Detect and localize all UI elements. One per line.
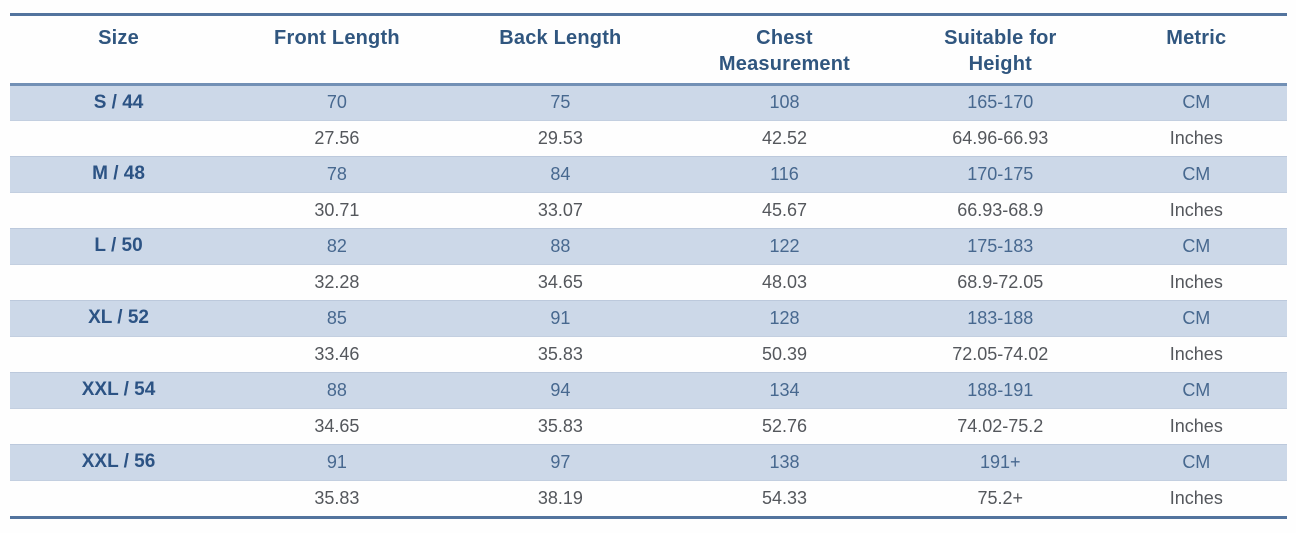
- height-cell: 64.96-66.93: [952, 127, 1049, 148]
- front-length-cell: 78: [227, 155, 447, 193]
- metric-cell: Inches: [1169, 127, 1223, 148]
- back-length-cell: 33.07: [537, 199, 583, 220]
- table-row: 30.71 33.07 45.67 66.93-68.9 Inches: [10, 192, 1287, 228]
- table-row: 34.65 35.83 52.76 74.02-75.2 Inches: [10, 408, 1287, 444]
- chest-cell: 48.03: [761, 271, 807, 292]
- chest-cell: 45.67: [761, 199, 807, 220]
- size-cell: [10, 192, 227, 228]
- size-chart-frame: Size Front Length Back Length Chest Measure…: [10, 13, 1287, 519]
- metric-cell: Inches: [1169, 199, 1223, 220]
- chest-cell: 50.39: [761, 343, 807, 364]
- column-header-0: Size: [98, 27, 139, 49]
- table-row: S / 44 70 75 108 165-170 CM: [10, 83, 1287, 121]
- back-length-cell: 94: [446, 371, 675, 409]
- table-row: XL / 52 85 91 128 183-188 CM: [10, 299, 1287, 337]
- size-cell: XXL / 56: [10, 443, 228, 481]
- front-length-cell: 82: [227, 227, 447, 265]
- front-length-cell: 88: [227, 371, 447, 409]
- size-cell: M / 48: [10, 155, 228, 193]
- height-cell: 72.05-74.02: [952, 343, 1049, 364]
- chest-cell: 52.76: [761, 415, 807, 436]
- metric-cell: Inches: [1169, 487, 1223, 508]
- table-row: 27.56 29.53 42.52 64.96-66.93 Inches: [10, 120, 1287, 156]
- back-length-cell: 35.83: [537, 343, 583, 364]
- column-header-3: Chest Measurement: [718, 27, 851, 75]
- metric-cell: CM: [1105, 155, 1287, 193]
- back-length-cell: 29.53: [537, 127, 583, 148]
- size-cell: S / 44: [10, 83, 228, 121]
- metric-cell: CM: [1105, 83, 1287, 121]
- header-row: Size Front Length Back Length Chest Measure…: [10, 16, 1287, 84]
- size-chart-table: Size Front Length Back Length Chest Measure…: [10, 16, 1287, 516]
- back-length-cell: 35.83: [537, 415, 583, 436]
- chest-cell: 138: [674, 443, 895, 481]
- back-length-cell: 38.19: [537, 487, 583, 508]
- back-length-cell: 34.65: [537, 271, 583, 292]
- height-cell: 183-188: [894, 299, 1106, 337]
- front-length-cell: 33.46: [314, 343, 360, 364]
- size-cell: XXL / 54: [10, 371, 228, 409]
- table-body: S / 44 70 75 108 165-170 CM 27.56 29.53 42.52 64.…: [10, 83, 1287, 516]
- size-cell: [10, 120, 227, 156]
- size-cell: L / 50: [10, 227, 228, 265]
- height-cell: 74.02-75.2: [957, 415, 1044, 436]
- metric-cell: Inches: [1169, 415, 1223, 436]
- chest-cell: 134: [674, 371, 895, 409]
- metric-cell: CM: [1105, 443, 1287, 481]
- chest-cell: 116: [674, 155, 895, 193]
- chest-cell: 54.33: [761, 487, 807, 508]
- chest-cell: 108: [674, 83, 895, 121]
- front-length-cell: 32.28: [314, 271, 360, 292]
- back-length-cell: 88: [446, 227, 675, 265]
- height-cell: 165-170: [894, 83, 1106, 121]
- table-row: 32.28 34.65 48.03 68.9-72.05 Inches: [10, 264, 1287, 300]
- height-cell: 66.93-68.9: [957, 199, 1044, 220]
- front-length-cell: 35.83: [314, 487, 360, 508]
- height-cell: 188-191: [894, 371, 1106, 409]
- size-cell: [10, 408, 227, 444]
- column-header-4: Suitable for Height: [944, 27, 1057, 75]
- height-cell: 170-175: [894, 155, 1106, 193]
- table-row: L / 50 82 88 122 175-183 CM: [10, 227, 1287, 265]
- column-header-5: Metric: [1166, 27, 1227, 49]
- size-cell: [10, 480, 227, 516]
- chest-cell: 42.52: [761, 127, 807, 148]
- front-length-cell: 27.56: [314, 127, 360, 148]
- metric-cell: CM: [1105, 371, 1287, 409]
- chest-cell: 128: [674, 299, 895, 337]
- metric-cell: CM: [1105, 227, 1287, 265]
- front-length-cell: 34.65: [314, 415, 360, 436]
- chest-cell: 122: [674, 227, 895, 265]
- front-length-cell: 30.71: [314, 199, 360, 220]
- front-length-cell: 91: [227, 443, 447, 481]
- metric-cell: CM: [1105, 299, 1287, 337]
- front-length-cell: 70: [227, 83, 447, 121]
- column-header-1: Front Length: [274, 27, 400, 49]
- back-length-cell: 84: [446, 155, 675, 193]
- size-cell: XL / 52: [10, 299, 228, 337]
- back-length-cell: 75: [446, 83, 675, 121]
- height-cell: 175-183: [894, 227, 1106, 265]
- size-cell: [10, 336, 227, 372]
- table-row: 35.83 38.19 54.33 75.2+ Inches: [10, 480, 1287, 516]
- column-header-2: Back Length: [499, 27, 622, 49]
- height-cell: 191+: [894, 443, 1106, 481]
- back-length-cell: 91: [446, 299, 675, 337]
- height-cell: 75.2+: [977, 487, 1024, 508]
- table-row: M / 48 78 84 116 170-175 CM: [10, 155, 1287, 193]
- metric-cell: Inches: [1169, 271, 1223, 292]
- table-row: XXL / 56 91 97 138 191+ CM: [10, 443, 1287, 481]
- metric-cell: Inches: [1169, 343, 1223, 364]
- height-cell: 68.9-72.05: [957, 271, 1044, 292]
- table-row: 33.46 35.83 50.39 72.05-74.02 Inches: [10, 336, 1287, 372]
- front-length-cell: 85: [227, 299, 447, 337]
- size-cell: [10, 264, 227, 300]
- back-length-cell: 97: [446, 443, 675, 481]
- table-row: XXL / 54 88 94 134 188-191 CM: [10, 371, 1287, 409]
